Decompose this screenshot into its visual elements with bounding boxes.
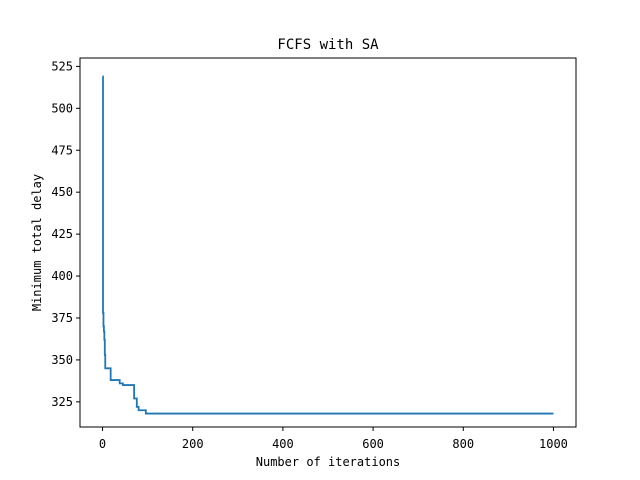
y-tick-label: 525 xyxy=(51,59,73,73)
y-tick-label: 500 xyxy=(51,101,73,115)
x-axis-label: Number of iterations xyxy=(256,455,401,469)
y-axis: 325 350 375 400 425 450 475 500 525 xyxy=(51,59,80,409)
plot-area xyxy=(102,75,554,415)
y-tick-label: 475 xyxy=(51,143,73,157)
x-tick-label: 800 xyxy=(452,437,474,451)
x-tick-label: 0 xyxy=(99,437,106,451)
x-tick-label: 200 xyxy=(182,437,204,451)
axes-frame xyxy=(79,57,577,428)
chart-title: FCFS with SA xyxy=(277,37,379,53)
y-tick-label: 425 xyxy=(51,227,73,241)
y-tick-label: 350 xyxy=(51,353,73,367)
y-axis-label: Minimum total delay xyxy=(30,174,44,311)
x-tick-label: 1000 xyxy=(539,437,568,451)
y-tick-label: 375 xyxy=(51,311,73,325)
x-tick-label: 600 xyxy=(362,437,384,451)
series-line-1 xyxy=(102,75,554,415)
x-axis: 0 200 400 600 800 1000 xyxy=(99,427,568,451)
x-tick-label: 400 xyxy=(272,437,294,451)
y-tick-label: 400 xyxy=(51,269,73,283)
y-tick-label: 450 xyxy=(51,185,73,199)
y-tick-label: 325 xyxy=(51,395,73,409)
